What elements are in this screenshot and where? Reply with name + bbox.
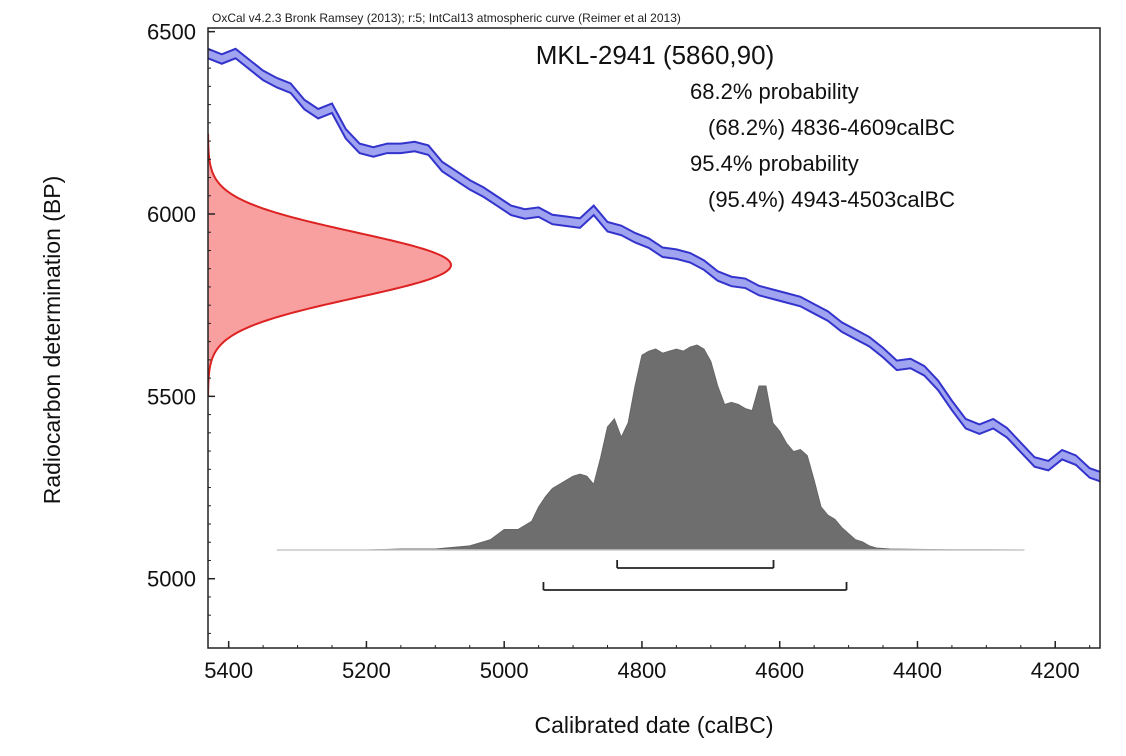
annotation-68-range: (68.2%) 4836-4609calBC	[708, 115, 955, 140]
plot-frame	[207, 27, 1101, 649]
plot-marks	[208, 47, 1100, 551]
annotation-95-heading: 95.4% probability	[690, 151, 859, 176]
y-tick-label: 5000	[147, 567, 196, 592]
x-axis: 5400 5200 5000 4800 4600 4400 4200	[204, 641, 1091, 683]
calibrated-distribution	[276, 344, 1025, 551]
annotation-95-range: (95.4%) 4943-4503calBC	[708, 187, 955, 212]
y-tick-label: 5500	[147, 384, 196, 409]
chart-title: MKL-2941 (5860,90)	[536, 40, 774, 70]
radiocarbon-distribution-outline	[208, 133, 453, 397]
x-tick-label: 5000	[480, 658, 529, 683]
range-bar-68-2	[616, 560, 775, 569]
y-tick-label: 6500	[147, 20, 196, 45]
range-bar-95-4	[542, 582, 848, 591]
calibration-curve-lower	[208, 57, 1100, 483]
y-axis-label: Radiocarbon determination (BP)	[39, 176, 65, 505]
y-axis: 5000 5500 6000 6500	[147, 20, 215, 634]
range-bars	[542, 560, 848, 591]
annotation-68-heading: 68.2% probability	[690, 79, 859, 104]
x-tick-label: 5400	[204, 658, 253, 683]
radiocarbon-distribution-fill	[208, 133, 451, 397]
calibration-curve-upper	[208, 47, 1100, 473]
x-tick-label: 5200	[342, 658, 391, 683]
x-tick-label: 4200	[1031, 658, 1080, 683]
x-axis-label: Calibrated date (calBC)	[534, 712, 773, 738]
x-tick-label: 4400	[893, 658, 942, 683]
y-tick-label: 6000	[147, 202, 196, 227]
x-tick-label: 4600	[755, 658, 804, 683]
x-tick-label: 4800	[617, 658, 666, 683]
chart-header: OxCal v4.2.3 Bronk Ramsey (2013); r:5; I…	[212, 11, 681, 25]
